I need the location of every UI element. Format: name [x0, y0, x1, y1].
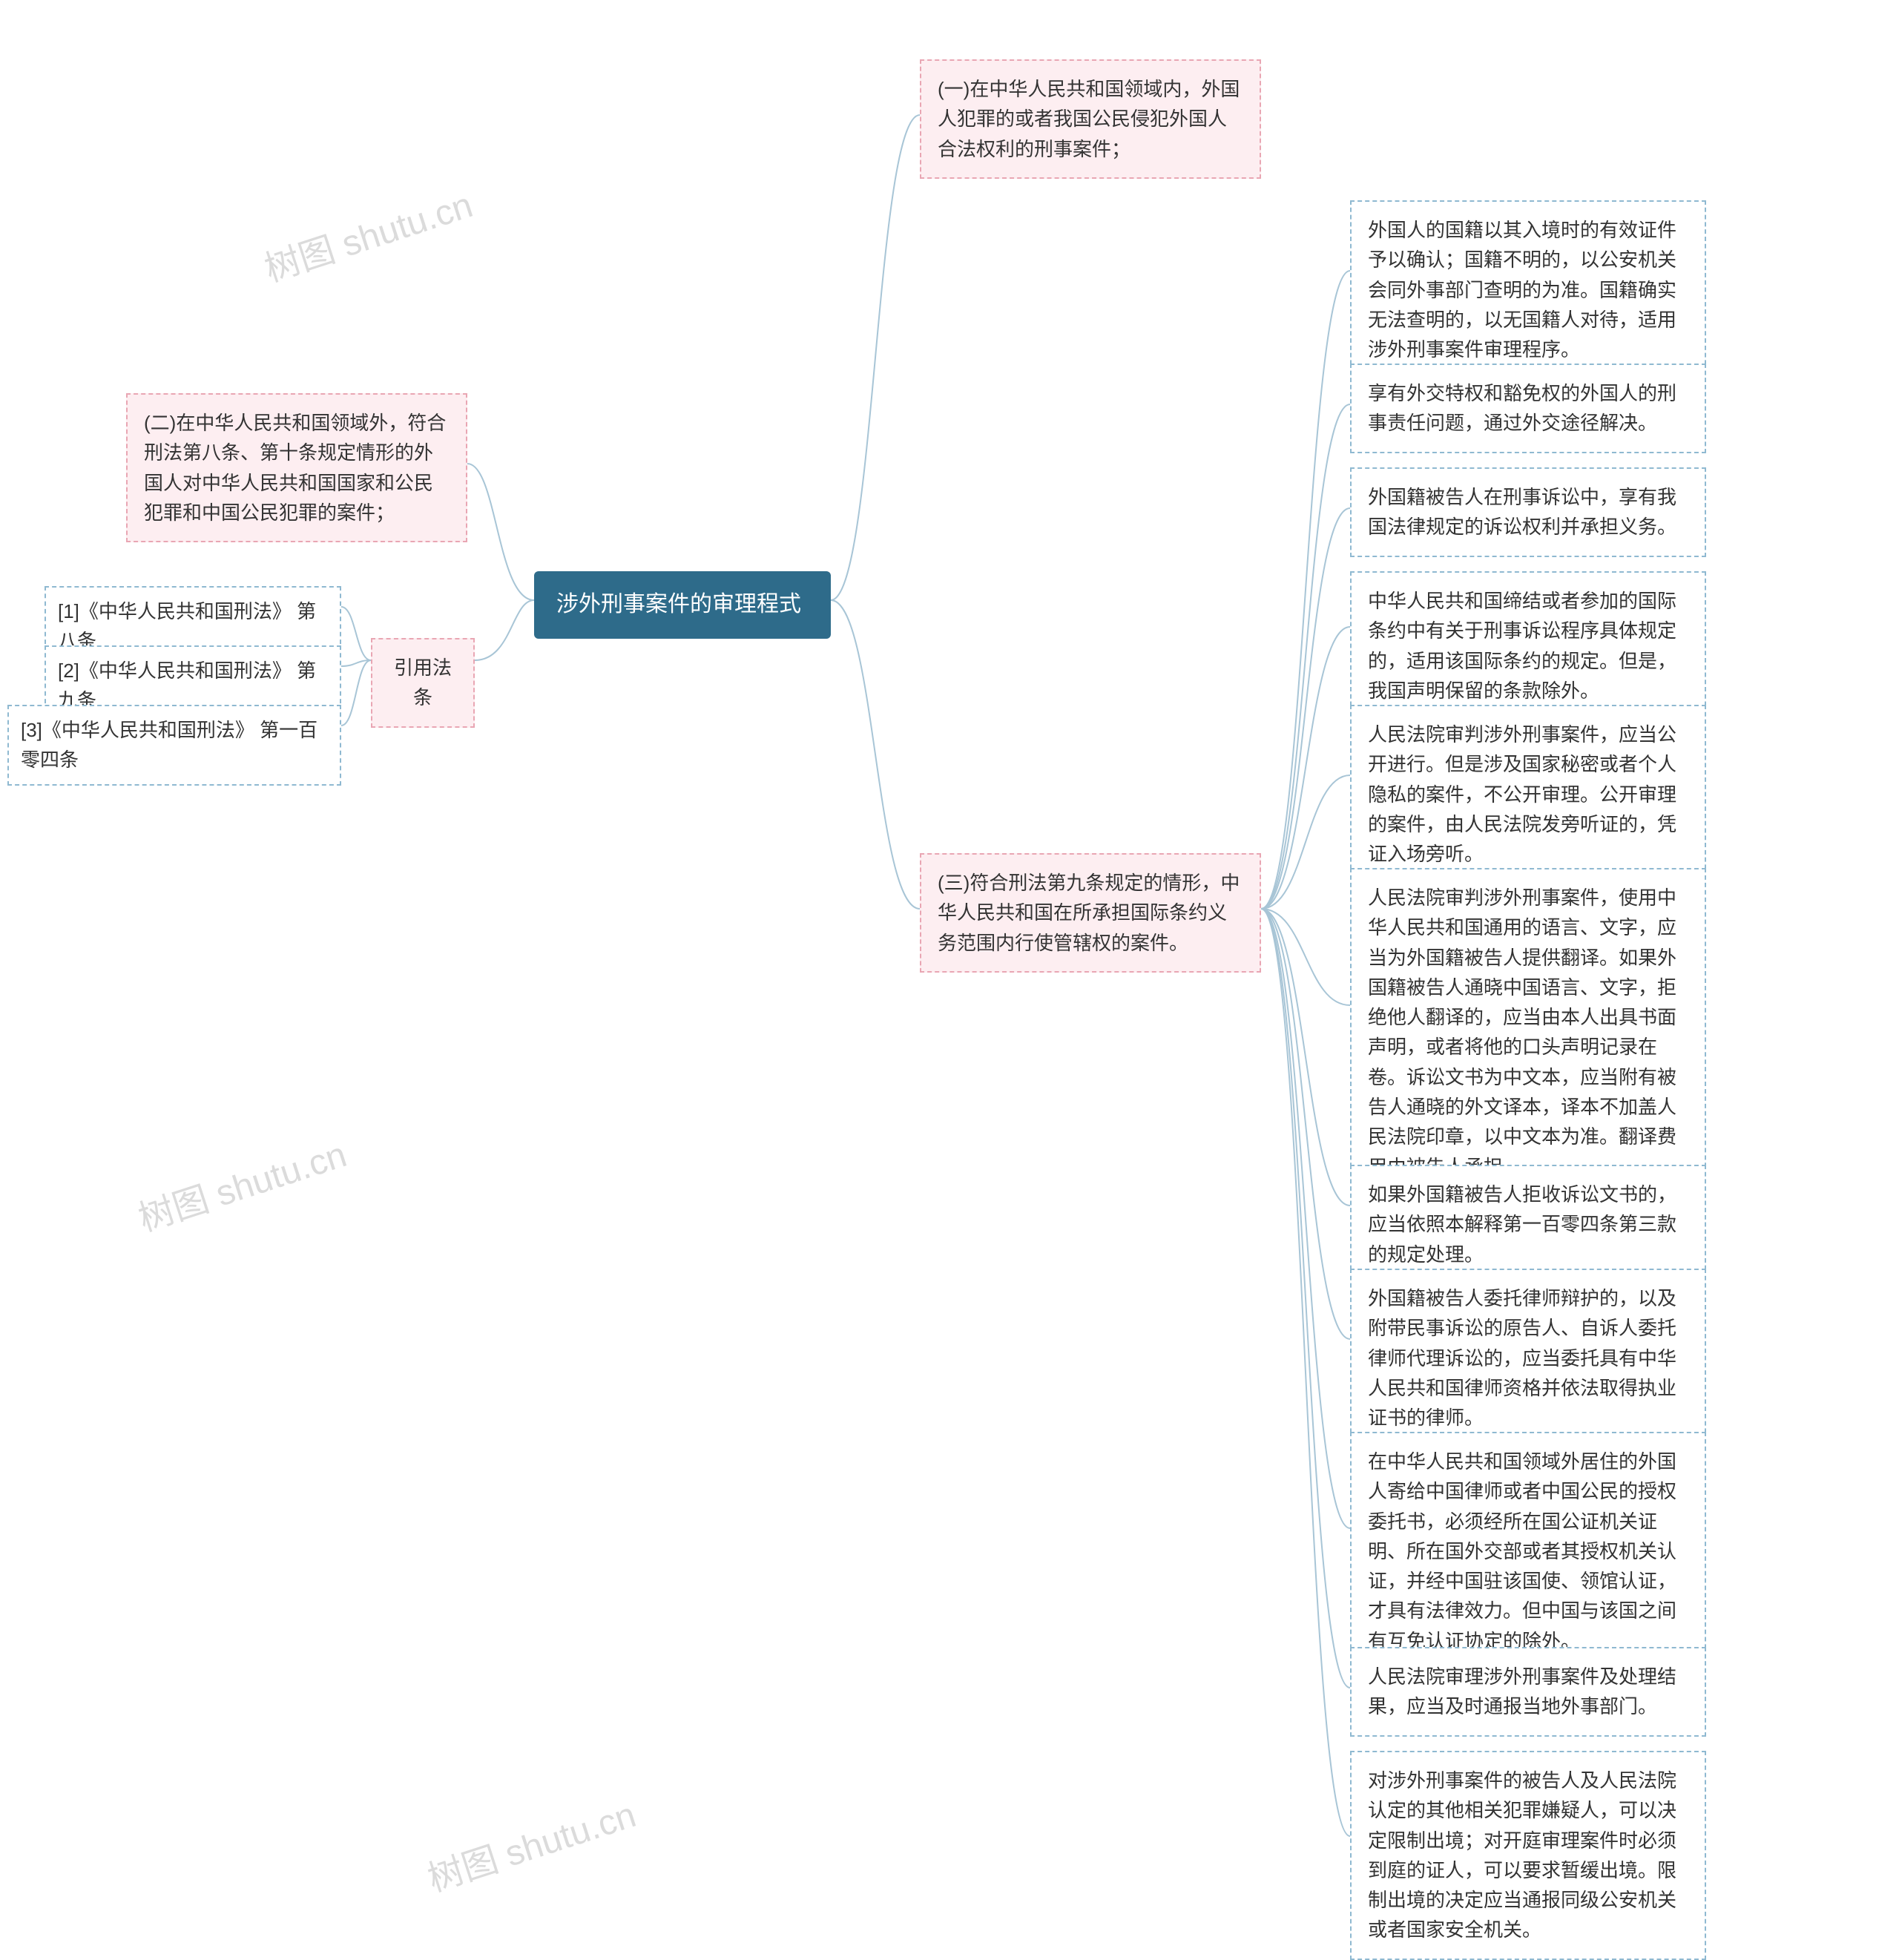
detail-lawyer-appointment[interactable]: 外国籍被告人委托律师辩护的，以及附带民事诉讼的原告人、自诉人委托律师代理诉讼的，… [1350, 1269, 1706, 1447]
detail-diplomatic-immunity[interactable]: 享有外交特权和豁免权的外国人的刑事责任问题，通过外交途径解决。 [1350, 364, 1706, 453]
detail-foreign-defendant-rights[interactable]: 外国籍被告人在刑事诉讼中，享有我国法律规定的诉讼权利并承担义务。 [1350, 467, 1706, 557]
detail-language-translation[interactable]: 人民法院审判涉外刑事案件，使用中华人民共和国通用的语言、文字，应当为外国籍被告人… [1350, 868, 1706, 1197]
detail-international-treaty[interactable]: 中华人民共和国缔结或者参加的国际条约中有关于刑事诉讼程序具体规定的，适用该国际条… [1350, 571, 1706, 720]
branch-citations[interactable]: 引用法条 [371, 638, 475, 728]
detail-exit-restriction[interactable]: 对涉外刑事案件的被告人及人民法院认定的其他相关犯罪嫌疑人，可以决定限制出境；对开… [1350, 1751, 1706, 1960]
root-node[interactable]: 涉外刑事案件的审理程式 [534, 571, 831, 639]
watermark: 树图 shutu.cn [420, 1786, 641, 1901]
branch-case-type-2[interactable]: (二)在中华人民共和国领域外，符合刑法第八条、第十条规定情形的外国人对中华人民共… [126, 393, 467, 542]
watermark: 树图 shutu.cn [257, 176, 478, 292]
branch-case-type-3[interactable]: (三)符合刑法第九条规定的情形，中华人民共和国在所承担国际条约义务范围内行使管辖… [920, 853, 1261, 973]
branch-case-type-1[interactable]: (一)在中华人民共和国领域内，外国人犯罪的或者我国公民侵犯外国人合法权利的刑事案… [920, 59, 1261, 179]
detail-nationality[interactable]: 外国人的国籍以其入境时的有效证件予以确认；国籍不明的，以公安机关会同外事部门查明… [1350, 200, 1706, 379]
watermark: 树图 shutu.cn [131, 1125, 352, 1241]
detail-power-of-attorney[interactable]: 在中华人民共和国领域外居住的外国人寄给中国律师或者中国公民的授权委托书，必须经所… [1350, 1432, 1706, 1671]
detail-refuse-documents[interactable]: 如果外国籍被告人拒收诉讼文书的，应当依照本解释第一百零四条第三款的规定处理。 [1350, 1165, 1706, 1284]
detail-public-trial[interactable]: 人民法院审判涉外刑事案件，应当公开进行。但是涉及国家秘密或者个人隐私的案件，不公… [1350, 705, 1706, 884]
citation-article-104[interactable]: [3]《中华人民共和国刑法》 第一百零四条 [7, 705, 341, 786]
detail-notify-foreign-affairs[interactable]: 人民法院审理涉外刑事案件及处理结果，应当及时通报当地外事部门。 [1350, 1647, 1706, 1737]
